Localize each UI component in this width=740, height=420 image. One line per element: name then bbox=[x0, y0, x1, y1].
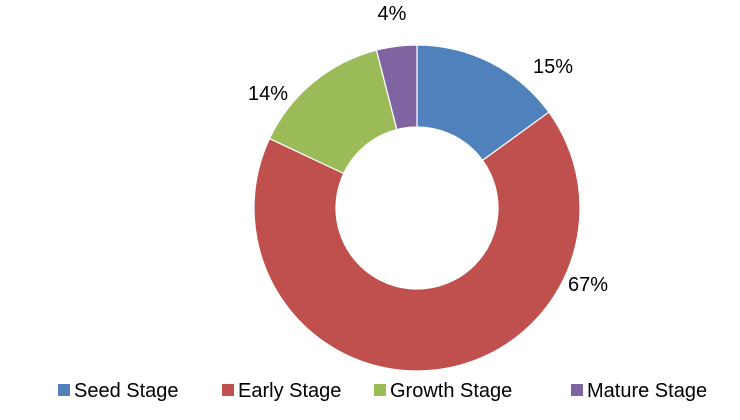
legend-label-mature-stage: Mature Stage bbox=[587, 380, 707, 402]
legend-label-early-stage: Early Stage bbox=[238, 380, 341, 402]
legend-item-growth-stage: Growth Stage bbox=[374, 380, 512, 402]
data-label-seed-stage: 15% bbox=[533, 56, 573, 78]
data-label-growth-stage: 14% bbox=[248, 83, 288, 105]
legend-item-early-stage: Early Stage bbox=[222, 380, 341, 402]
data-labels-layer: 15% 67% 14% 4% bbox=[248, 3, 608, 296]
legend-swatch-early-stage bbox=[222, 384, 234, 396]
legend-swatch-seed-stage bbox=[58, 384, 70, 396]
legend-item-seed-stage: Seed Stage bbox=[58, 380, 179, 402]
slices-layer bbox=[253, 44, 581, 372]
legend: Seed Stage Early Stage Growth Stage Mature … bbox=[58, 380, 707, 402]
legend-swatch-mature-stage bbox=[571, 384, 583, 396]
legend-label-growth-stage: Growth Stage bbox=[390, 380, 512, 402]
data-label-mature-stage: 4% bbox=[378, 3, 407, 25]
slice-early-stage bbox=[253, 111, 581, 372]
slice-mature-stage bbox=[375, 44, 418, 131]
legend-swatch-growth-stage bbox=[374, 384, 386, 396]
legend-label-seed-stage: Seed Stage bbox=[74, 380, 179, 402]
legend-item-mature-stage: Mature Stage bbox=[571, 380, 707, 402]
data-label-early-stage: 67% bbox=[568, 274, 608, 296]
